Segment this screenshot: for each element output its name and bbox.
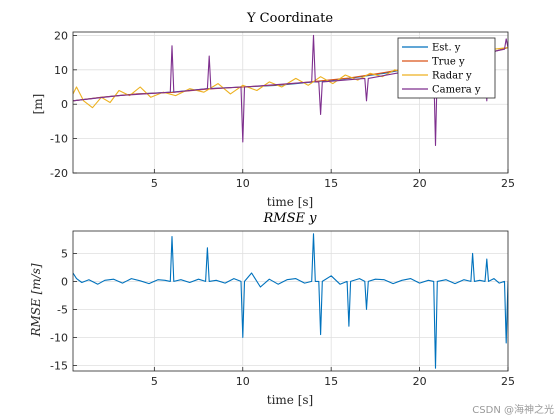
bottom-x-tick-label: 5 <box>151 375 158 388</box>
top-axes: Y Coordinate time [s] [m] 5 10 15 20 25 -20 -1… <box>31 11 515 209</box>
top-x-tick-label: 5 <box>151 177 158 190</box>
bottom-x-axis-label: time [s] <box>267 393 313 407</box>
legend-entry-label: Est. y <box>432 43 461 54</box>
legend-entry-label: Radar y <box>432 71 472 82</box>
bottom-y-tick-label: 0 <box>61 275 68 288</box>
top-y-tick-label: -20 <box>50 167 68 180</box>
legend: Est. y True y Radar y Camera y <box>397 37 496 99</box>
bottom-x-tick-label: 20 <box>413 375 427 388</box>
bottom-axes: RMSE y time [s] RMSE [m/s] 5 10 15 20 25 -15 -… <box>29 211 515 407</box>
bottom-x-tick-label: 25 <box>501 375 515 388</box>
bottom-y-tick-label: -5 <box>57 303 68 316</box>
bottom-y-tick-label: -15 <box>50 359 68 372</box>
bottom-y-axis-label: RMSE [m/s] <box>29 263 43 337</box>
top-x-axis-label: time [s] <box>267 195 313 209</box>
legend-box <box>397 37 496 99</box>
bottom-series-line-rmse-y <box>73 233 508 369</box>
bottom-x-tick-label: 15 <box>324 375 338 388</box>
top-chart-title: Y Coordinate <box>246 11 333 26</box>
top-y-axis-label: [m] <box>31 94 45 115</box>
top-x-tick-label: 15 <box>324 177 338 190</box>
top-y-tick-label: 10 <box>54 64 68 77</box>
top-axes-frame <box>72 31 509 174</box>
bottom-x-tick-label: 10 <box>236 375 250 388</box>
bottom-y-tick-label: -10 <box>50 331 68 344</box>
top-x-tick-label: 10 <box>236 177 250 190</box>
top-x-tick-label: 25 <box>501 177 515 190</box>
bottom-axes-frame <box>72 230 509 372</box>
bottom-y-tick-label: 5 <box>61 247 68 260</box>
top-y-tick-label: -10 <box>50 133 68 146</box>
bottom-series-group <box>73 233 508 369</box>
watermark: CSDN @海神之光 <box>472 405 554 416</box>
top-y-tick-label: 0 <box>61 98 68 111</box>
top-y-tick-label: 20 <box>54 29 68 42</box>
bottom-plot-area <box>73 231 508 371</box>
top-x-tick-label: 20 <box>413 177 427 190</box>
legend-entry-label: True y <box>432 57 465 68</box>
bottom-chart-title: RMSE y <box>263 211 318 226</box>
legend-entry-label: Camera y <box>432 85 481 96</box>
